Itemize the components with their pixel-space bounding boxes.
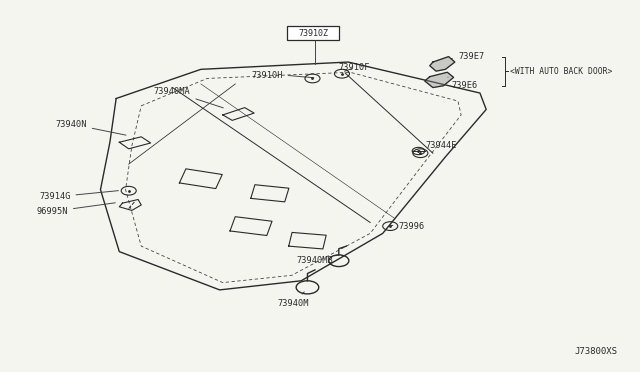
Text: 73940M: 73940M [277, 292, 309, 308]
Polygon shape [425, 72, 454, 87]
Text: 73910F: 73910F [339, 63, 371, 72]
Text: 96995N: 96995N [36, 203, 115, 216]
Text: 73944E: 73944E [419, 141, 457, 151]
Text: 739E7: 739E7 [451, 52, 484, 61]
Text: 73996: 73996 [391, 222, 425, 231]
Text: <WITH AUTO BACK DOOR>: <WITH AUTO BACK DOOR> [510, 67, 612, 76]
Text: 739E6: 739E6 [448, 77, 478, 90]
Polygon shape [430, 57, 455, 71]
Text: J73800XS: J73800XS [575, 347, 618, 356]
Text: 73914G: 73914G [39, 190, 118, 201]
Text: 73910Z: 73910Z [298, 29, 328, 38]
Text: 73940MA: 73940MA [154, 87, 223, 108]
Text: 73910H: 73910H [251, 71, 282, 80]
Bar [287, 26, 339, 40]
Text: 73940MB: 73940MB [296, 255, 337, 265]
Text: 73940N: 73940N [55, 119, 126, 135]
